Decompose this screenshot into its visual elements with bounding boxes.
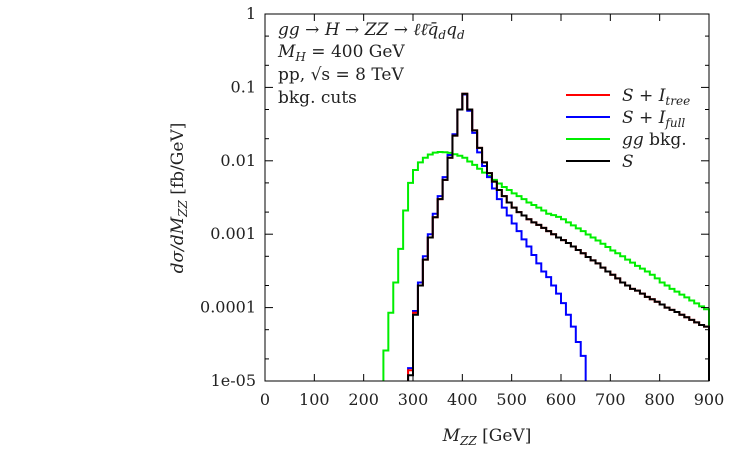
legend-label-gg-bkg: gg bkg. bbox=[622, 130, 687, 150]
y-tick-label: 1e-05 bbox=[211, 371, 256, 390]
annotation-cuts: bkg. cuts bbox=[278, 88, 357, 108]
series-gg-bkg bbox=[382, 150, 710, 381]
y-tick-label: 0.01 bbox=[220, 151, 256, 170]
series-gg-bkg-line bbox=[382, 150, 710, 381]
annotation-process: gg → H → ZZ → ℓℓ̄q̄dqd bbox=[278, 20, 465, 42]
x-tick-label: 100 bbox=[299, 390, 330, 409]
x-tick-label: 900 bbox=[694, 390, 725, 409]
x-tick-label: 300 bbox=[398, 390, 429, 409]
legend-label-s-i-tree: S + Itree bbox=[622, 86, 690, 108]
x-tick-label: 200 bbox=[348, 390, 379, 409]
x-axis-label: MZZ [GeV] bbox=[442, 426, 532, 448]
series-s bbox=[407, 92, 710, 381]
y-tick-label: 0.0001 bbox=[200, 298, 256, 317]
x-tick-label: 0 bbox=[260, 390, 270, 409]
annotation-higgs-mass: MH = 400 GeV bbox=[277, 42, 405, 64]
y-tick-label: 0.1 bbox=[231, 77, 256, 96]
legend: S + Itree S + Ifull gg bkg. S bbox=[566, 86, 690, 172]
x-tick-label: 800 bbox=[644, 390, 675, 409]
y-tick-label: 0.001 bbox=[210, 224, 256, 243]
ticks-layer: 0 100 200 300 400 500 600 700 800 900 1e-05 0.0001 0… bbox=[200, 4, 724, 409]
legend-label-s-i-full: S + Ifull bbox=[622, 108, 685, 130]
series-layer bbox=[382, 92, 710, 381]
annotation-energy: pp, √s = 8 TeV bbox=[278, 65, 404, 85]
x-tick-label: 500 bbox=[496, 390, 527, 409]
legend-label-s: S bbox=[622, 152, 634, 172]
y-axis-label: dσ/dMZZ [fb/GeV] bbox=[168, 123, 190, 274]
series-s-line bbox=[407, 92, 710, 381]
annotation: gg → H → ZZ → ℓℓ̄q̄dqd MH = 400 GeV pp, … bbox=[277, 20, 465, 108]
x-tick-label: 700 bbox=[595, 390, 626, 409]
x-tick-label: 600 bbox=[546, 390, 577, 409]
y-tick-label: 1 bbox=[246, 4, 256, 23]
plot-frame bbox=[264, 13, 710, 382]
x-tick-label: 400 bbox=[447, 390, 478, 409]
